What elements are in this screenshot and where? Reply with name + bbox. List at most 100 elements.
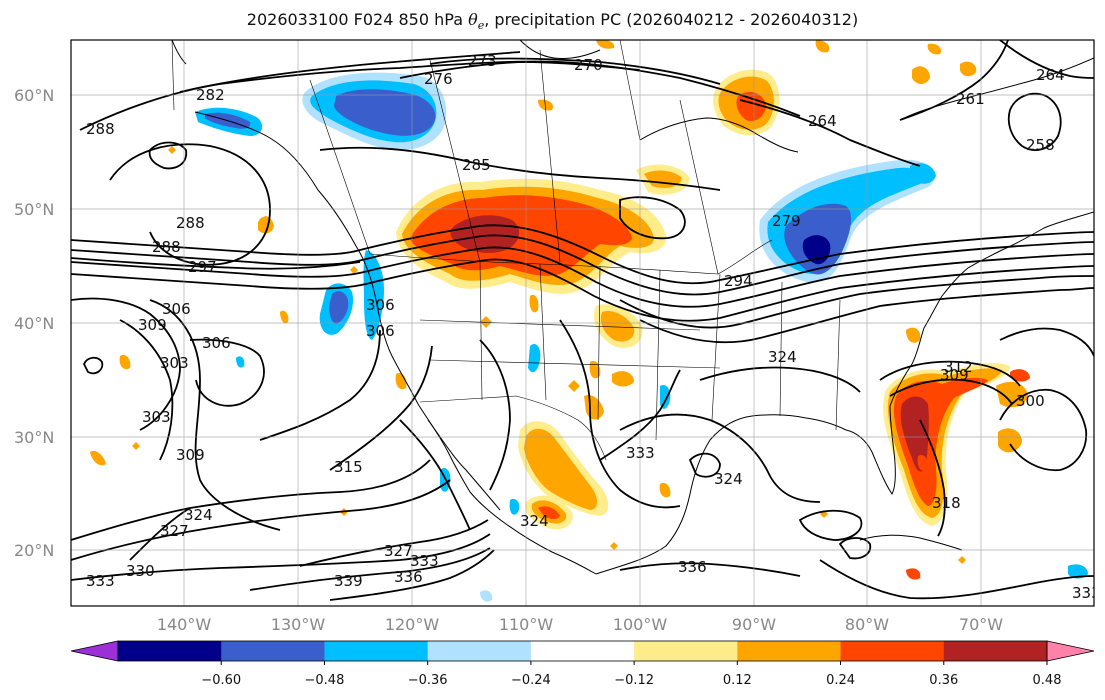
contour-309-east bbox=[889, 378, 1013, 405]
contour-label: 285 bbox=[462, 156, 491, 174]
contour-label: 294 bbox=[724, 272, 753, 290]
colorbar-tick-label: 0.36 bbox=[929, 673, 958, 688]
contour-258-loop bbox=[1007, 92, 1062, 151]
contour-label: 303 bbox=[142, 408, 171, 426]
contour-label: 282 bbox=[196, 86, 225, 104]
shade-neg-gulfmx bbox=[660, 384, 671, 409]
contour-315 bbox=[259, 329, 381, 441]
colorbar-segment bbox=[118, 641, 222, 661]
contour-label: 312 bbox=[944, 358, 973, 376]
shade-neg-small1 bbox=[236, 356, 245, 368]
colorbar-outline bbox=[117, 640, 1048, 662]
shade-pos-dot1 bbox=[568, 380, 580, 392]
contour-327-south bbox=[299, 519, 489, 567]
contour-label: 309 bbox=[940, 366, 969, 384]
colorbar-segment bbox=[943, 641, 1048, 661]
contour-label: 327 bbox=[160, 522, 189, 540]
shade-pos-mexico-mid bbox=[524, 428, 598, 510]
contour-318-coast bbox=[329, 345, 433, 471]
shade-pos-texas2 bbox=[589, 360, 601, 379]
colorbar-segments bbox=[118, 641, 1048, 661]
contour-label: 327 bbox=[384, 542, 413, 560]
border-alaska bbox=[171, 40, 175, 111]
shade-pos-dot13 bbox=[917, 454, 929, 472]
theta-e-contours bbox=[71, 40, 1094, 601]
coast-gulf bbox=[595, 414, 847, 575]
shade-pos-top3 bbox=[927, 43, 942, 55]
contour-label: 336 bbox=[678, 558, 707, 576]
jet-contour-6 bbox=[639, 287, 1094, 344]
contour-mx-2 bbox=[559, 319, 681, 509]
lon-label: 100°W bbox=[613, 615, 668, 634]
lon-label: 140°W bbox=[157, 615, 212, 634]
contour-label: 324 bbox=[184, 506, 213, 524]
contour-label: 288 bbox=[176, 214, 205, 232]
colorbar-segment bbox=[530, 641, 635, 661]
contour-label: 297 bbox=[188, 258, 217, 276]
shade-pos-dot14 bbox=[958, 556, 966, 564]
contour-306-west bbox=[71, 297, 181, 431]
shade-pos-top2 bbox=[815, 40, 830, 53]
contour-closed-3 bbox=[688, 452, 721, 478]
contour-label: 276 bbox=[424, 70, 453, 88]
colorbar-tick-label: 0.48 bbox=[1033, 673, 1062, 688]
colorbar-segment bbox=[427, 641, 532, 661]
shade-pos-dot2 bbox=[480, 316, 492, 328]
contour-label: 288 bbox=[152, 238, 181, 256]
lat-label: 20°N bbox=[14, 541, 54, 560]
colorbar-tick-label: −0.24 bbox=[511, 673, 551, 688]
contour-324-east bbox=[699, 366, 861, 393]
jet-contour-2 bbox=[71, 234, 1094, 296]
shade-pos-dot6 bbox=[132, 442, 140, 450]
shade-pos-hudson-core bbox=[736, 91, 766, 122]
contour-label: 270 bbox=[574, 56, 603, 74]
colorbar-segment bbox=[324, 641, 429, 661]
colorbar-extend-left bbox=[70, 640, 119, 662]
contour-label: 339 bbox=[334, 572, 363, 590]
coast-arctic bbox=[171, 40, 601, 65]
colorbar-tick-label: 0.12 bbox=[723, 673, 752, 688]
shade-pos-ak2 bbox=[960, 61, 977, 77]
shade-neg-mexico bbox=[528, 343, 541, 373]
contour-label: 306 bbox=[366, 296, 395, 314]
colorbar: −0.60 −0.48 −0.36 −0.24 −0.12 0.12 0.24 0.36 0.4… bbox=[70, 640, 1095, 688]
lon-label: 110°W bbox=[499, 615, 554, 634]
contour-324-gulf bbox=[619, 413, 821, 503]
lon-label: 130°W bbox=[271, 615, 326, 634]
jet-contour-1 bbox=[71, 224, 1094, 285]
contour-label: 264 bbox=[808, 112, 837, 130]
contour-label: 309 bbox=[176, 446, 205, 464]
coast-east bbox=[889, 211, 1094, 407]
coast-florida bbox=[845, 405, 896, 495]
contour-339 bbox=[249, 547, 491, 591]
latitude-labels: 60°N 50°N 40°N 30°N 20°N bbox=[14, 86, 54, 560]
colorbar-ticks: −0.60 −0.48 −0.36 −0.24 −0.12 0.12 0.24 0.36 0.4… bbox=[201, 661, 1062, 688]
contour-309 bbox=[149, 299, 281, 531]
contour-label: 333 bbox=[86, 572, 115, 590]
coast-cuba bbox=[859, 534, 963, 551]
contour-label: 288 bbox=[86, 120, 115, 138]
longitude-labels: 140°W 130°W 120°W 110°W 100°W 90°W 80°W … bbox=[157, 615, 1003, 634]
shade-pos-atl bbox=[996, 381, 1028, 408]
contour-label: 279 bbox=[772, 212, 801, 230]
shade-pos-mexico-r2 bbox=[538, 506, 560, 519]
contour-closed-1 bbox=[82, 356, 104, 375]
contour-312 bbox=[879, 360, 1021, 387]
contour-288-west bbox=[109, 143, 271, 266]
colorbar-segment bbox=[840, 641, 945, 661]
colorbar-extend-right bbox=[1046, 640, 1095, 662]
contour-270 bbox=[559, 61, 801, 117]
shade-pos-atl2 bbox=[998, 428, 1022, 453]
contour-264-ne bbox=[999, 40, 1094, 79]
contour-label: 318 bbox=[932, 494, 961, 512]
contour-label: 273 bbox=[468, 52, 497, 70]
contour-label: 303 bbox=[160, 354, 189, 372]
shade-pos-dot11 bbox=[610, 542, 618, 550]
plot-title: 2026033100 F024 850 hPa θe, precipitatio… bbox=[246, 10, 859, 33]
contour-333-south bbox=[71, 533, 491, 581]
lat-label: 60°N bbox=[14, 86, 54, 105]
contour-333-caribbean bbox=[819, 559, 1094, 600]
contour-label: 300 bbox=[1016, 392, 1045, 410]
contour-closed-2 bbox=[838, 537, 872, 560]
contour-300-atl bbox=[999, 327, 1094, 357]
